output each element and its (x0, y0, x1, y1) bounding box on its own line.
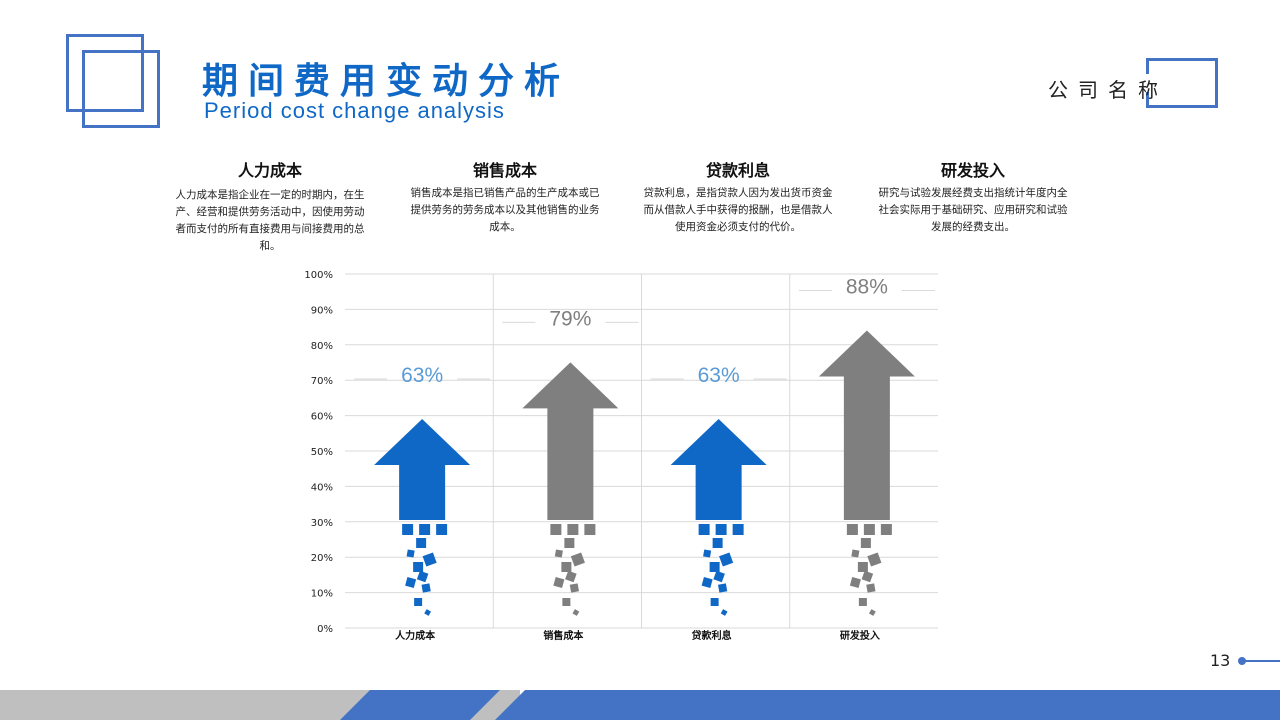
arrow-fragment (712, 538, 723, 548)
arrow-fragment (422, 552, 437, 567)
bar-arrow (374, 418, 471, 520)
page-number-line (1242, 660, 1280, 662)
arrow-fragment (732, 524, 744, 535)
arrow-fragment (698, 524, 710, 535)
arrow-fragment (713, 570, 725, 583)
company-frame-edge (1146, 92, 1149, 108)
page-subtitle: Period cost change analysis (204, 98, 505, 123)
y-tick-label: 70% (311, 376, 333, 387)
arrow-fragment (846, 524, 858, 535)
category-title: 人力成本 (237, 161, 302, 180)
arrow-fragment (572, 609, 580, 616)
y-tick-label: 60% (311, 412, 333, 423)
arrow-fragment (414, 598, 423, 606)
y-tick-label: 30% (311, 518, 333, 529)
arrow-fragment (550, 524, 562, 535)
company-name: 公司名称 (1048, 78, 1168, 102)
arrow-fragment (867, 552, 882, 567)
arrow-fragment (567, 524, 579, 535)
data-label: 79% (549, 307, 591, 330)
page-title: 期间费用变动分析 (202, 61, 571, 102)
arrow-fragment (584, 524, 596, 535)
company-frame-edge (1146, 58, 1149, 74)
arrow-fragment (424, 609, 432, 616)
arrow-fragment (710, 598, 719, 606)
arrow-fragment (565, 570, 577, 583)
arrow-fragment (868, 609, 876, 616)
arrow-fragment (719, 552, 734, 567)
arrow-fragment (554, 549, 563, 558)
arrow-fragment (421, 583, 431, 593)
page-number-dot (1238, 657, 1246, 665)
category-title: 研发投入 (940, 161, 1005, 180)
x-tick-label: 销售成本 (543, 629, 584, 642)
arrow-fragment (561, 562, 572, 572)
page-number: 13 (1210, 651, 1231, 670)
arrow-fragment (406, 549, 415, 558)
arrow-fragment (569, 583, 580, 593)
data-label: 88% (846, 275, 888, 298)
category-description: 研究与试验发展经费支出指统计年度内全社会实际用于基础研究、应用研究和试验发展的经… (878, 187, 1068, 233)
arrow-fragment (880, 524, 892, 535)
arrow-fragment (419, 524, 431, 535)
category-description: 人力成本是指企业在一定的时期内，在生产、经营和提供劳务活动中，因使用劳动者而支付… (175, 189, 365, 252)
arrow-fragment (436, 524, 448, 535)
x-tick-label: 研发投入 (840, 629, 880, 642)
arrow-fragment (857, 562, 868, 572)
arrow-fragment (866, 583, 876, 593)
arrow-fragment (570, 552, 585, 567)
company-frame (1148, 58, 1218, 108)
data-label: 63% (401, 364, 443, 387)
logo-square-front (82, 50, 160, 128)
arrow-fragment (851, 549, 860, 558)
arrow-fragment (416, 538, 427, 548)
category-title: 贷款利息 (705, 161, 770, 180)
y-tick-label: 80% (311, 341, 333, 352)
arrow-fragment (564, 538, 575, 548)
x-tick-label: 贷款利息 (691, 629, 732, 642)
logo-square-back (66, 34, 144, 112)
arrow-fragment (553, 576, 565, 589)
arrow-fragment (416, 570, 429, 583)
arrow-fragment (402, 524, 414, 535)
arrow-fragment (715, 524, 727, 535)
arrow-fragment (709, 562, 720, 572)
y-tick-label: 90% (311, 305, 333, 316)
y-tick-label: 20% (311, 553, 333, 564)
arrow-fragment (717, 583, 728, 593)
arrow-fragment (413, 562, 424, 572)
y-tick-label: 100% (304, 270, 333, 281)
y-tick-label: 50% (311, 447, 333, 458)
arrow-fragment (858, 598, 867, 606)
y-tick-label: 10% (311, 589, 333, 600)
arrow-fragment (861, 570, 874, 583)
category-description: 贷款利息，是指贷款人因为发出货币资金而从借款人手中获得的报酬，也是借款人使用资金… (643, 187, 833, 233)
category-description: 销售成本是指已销售产品的生产成本或已提供劳务的劳务成本以及其他销售的业务成本。 (410, 187, 600, 233)
footer-band (340, 690, 1280, 720)
arrow-fragment (720, 609, 728, 616)
arrow-fragment (860, 538, 871, 548)
arrow-fragment (701, 576, 713, 589)
bar-arrow (670, 418, 767, 520)
y-tick-label: 40% (311, 482, 333, 493)
arrow-fragment (405, 576, 417, 589)
category-title: 销售成本 (472, 161, 537, 180)
arrow-fragment (562, 598, 571, 606)
x-tick-label: 人力成本 (395, 629, 436, 642)
arrow-fragment (863, 524, 875, 535)
bar-arrow (522, 362, 619, 520)
arrow-fragment (849, 576, 861, 589)
arrow-fragment (703, 549, 712, 558)
data-label: 63% (698, 364, 740, 387)
bar-arrow (818, 330, 915, 520)
y-tick-label: 0% (317, 624, 333, 635)
